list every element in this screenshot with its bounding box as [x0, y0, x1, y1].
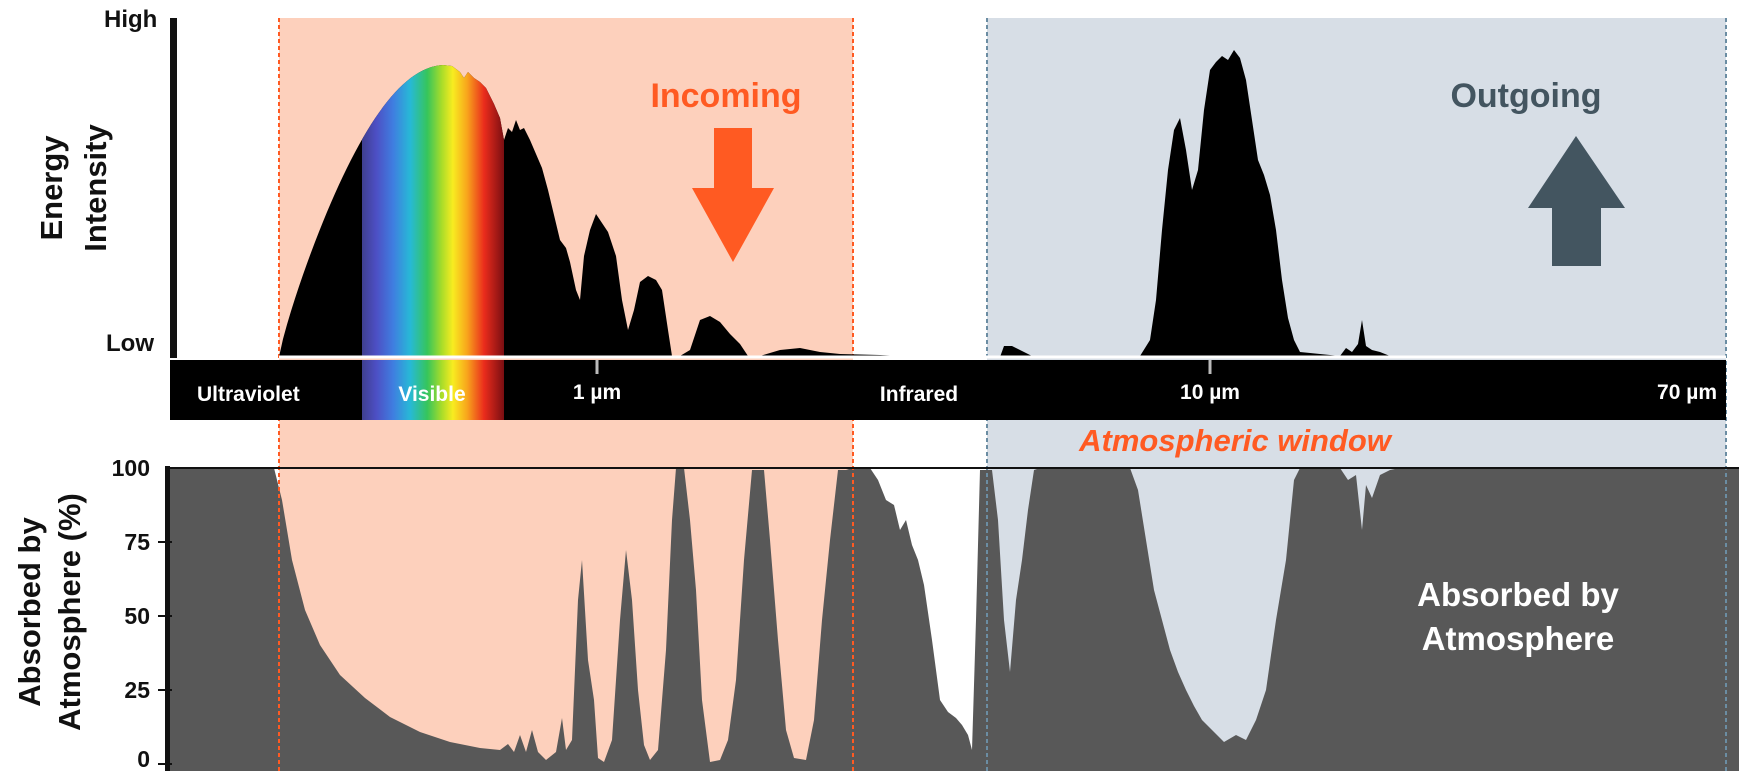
outgoing-label: Outgoing — [1450, 77, 1601, 115]
tick-1um-label: 1 µm — [573, 381, 621, 404]
tick-50-label: 50 — [124, 603, 150, 629]
energy-y-axis — [170, 18, 177, 358]
absorption-y-label-line1: Absorbed by — [12, 517, 47, 707]
absorbed-area-label-line1: Absorbed by — [1417, 576, 1619, 613]
absorption-y-axis — [165, 466, 170, 771]
energy-y-label-line1: Energy — [34, 135, 69, 241]
wavelength-band — [170, 360, 1726, 420]
atmospheric-window-label: Atmospheric window — [1078, 423, 1393, 458]
y-high-label: High — [104, 6, 157, 33]
ultraviolet-label: Ultraviolet — [197, 383, 300, 406]
tick-70um-label: 70 µm — [1657, 381, 1717, 404]
absorbed-area-label-line2: Atmosphere — [1422, 620, 1615, 657]
tick-75-label: 75 — [124, 529, 150, 555]
outgoing-spectrum — [1000, 50, 1400, 357]
incoming-label: Incoming — [650, 77, 801, 115]
tick-10um-label: 10 µm — [1180, 381, 1240, 404]
tick-0-label: 0 — [137, 746, 150, 771]
energy-y-label-line2: Intensity — [78, 124, 113, 252]
energy-panel — [170, 18, 1726, 359]
arrow-up-icon — [1528, 136, 1625, 266]
arrow-down-icon — [692, 128, 774, 262]
visible-spectrum-gradient — [362, 65, 504, 358]
y-low-label: Low — [106, 330, 154, 357]
tick-100-label: 100 — [112, 455, 150, 481]
tick-25-label: 25 — [124, 677, 150, 703]
visible-band-gradient — [362, 360, 504, 420]
absorption-area — [170, 468, 1739, 771]
absorption-panel — [170, 468, 1739, 771]
infrared-label: Infrared — [880, 383, 958, 406]
absorption-y-label-line2: Atmosphere (%) — [52, 493, 87, 731]
visible-label: Visible — [398, 383, 465, 406]
